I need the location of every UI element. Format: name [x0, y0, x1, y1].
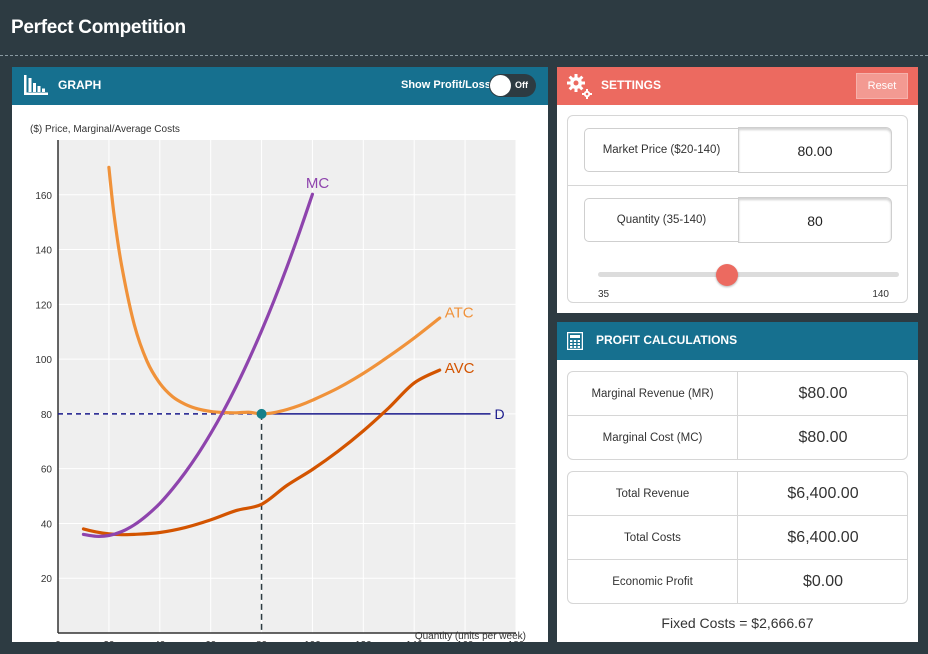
plot-area	[58, 140, 516, 633]
settings-title: SETTINGS	[601, 78, 662, 92]
app-title: Perfect Competition	[11, 17, 186, 38]
chart-svg: 0204060801001201401601802040608010012014…	[30, 124, 526, 651]
profit-loss-toggle-label: Show Profit/Loss	[401, 79, 491, 91]
profit-panel: PROFIT CALCULATIONS Marginal Revenue (MR…	[557, 322, 918, 642]
equilibrium-point	[256, 408, 267, 419]
quantity-slider-handle[interactable]	[716, 264, 738, 286]
y-axis-label: ($) Price, Marginal/Average Costs	[30, 124, 180, 135]
x-tick-label: 60	[205, 640, 217, 642]
x-tick-label: 20	[103, 640, 115, 642]
fixed-costs: Fixed Costs = $2,666.67	[661, 615, 814, 631]
x-tick-label: 120	[355, 640, 372, 642]
economic-profit-value: $0.00	[802, 573, 844, 590]
mr-label: Marginal Revenue (MR)	[568, 372, 738, 416]
mc-row: Marginal Cost (MC) $80.00	[568, 416, 907, 460]
quantity-input[interactable]: 80	[738, 197, 892, 243]
total-revenue-label: Total Revenue	[568, 472, 738, 516]
reset-button[interactable]: Reset	[856, 73, 908, 99]
total-revenue-row: Total Revenue $6,400.00	[568, 472, 907, 516]
total-costs-value: $6,400.00	[787, 529, 859, 546]
profit-loss-toggle[interactable]: Off	[489, 74, 536, 97]
y-tick-label: 120	[35, 300, 52, 311]
quantity-label: Quantity (35-140)	[584, 198, 739, 242]
gears-icon	[565, 71, 595, 106]
y-tick-label: 20	[41, 574, 53, 585]
demand-label: D	[495, 406, 505, 422]
y-tick-label: 60	[41, 465, 53, 476]
atc-label: ATC	[445, 304, 474, 321]
slider-max-label: 140	[872, 289, 889, 300]
mr-value: $80.00	[798, 385, 848, 402]
calculator-icon	[566, 331, 584, 355]
economic-profit-row: Economic Profit $0.00	[568, 560, 907, 604]
total-revenue-value: $6,400.00	[787, 485, 859, 502]
market-price-input[interactable]: 80.00	[738, 127, 892, 173]
profit-header: PROFIT CALCULATIONS	[557, 322, 918, 360]
y-tick-label: 40	[41, 519, 53, 530]
toggle-state: Off	[515, 80, 528, 90]
bar-chart-icon	[23, 73, 49, 102]
cost-curves-chart: 0204060801001201401601802040608010012014…	[12, 105, 548, 651]
graph-panel: GRAPH Show Profit/Loss Off 0 20 40 60 80 100 1…	[12, 67, 548, 651]
settings-form: Market Price ($20-140) 80.00 Quantity (3…	[567, 115, 908, 303]
y-tick-label: 80	[41, 410, 53, 421]
mc-curve	[81, 192, 315, 538]
y-tick-label: 160	[35, 191, 52, 202]
quantity-slider-track[interactable]	[598, 272, 899, 277]
settings-panel: SETTINGS Reset Market Price ($20-140) 80…	[557, 67, 918, 313]
total-costs-label: Total Costs	[568, 516, 738, 560]
x-tick-label: 40	[154, 640, 166, 642]
x-tick-label: 0	[55, 640, 61, 642]
market-price-label: Market Price ($20-140)	[584, 128, 739, 172]
graph-title: GRAPH	[58, 78, 102, 92]
graph-header: GRAPH Show Profit/Loss Off	[12, 67, 548, 105]
atc-curve	[107, 165, 442, 416]
market-price-row: Market Price ($20-140) 80.00	[568, 116, 907, 186]
profit-title: PROFIT CALCULATIONS	[596, 333, 738, 347]
mc-value: $80.00	[798, 429, 848, 446]
slider-min-label: 35	[598, 289, 610, 300]
y-tick-label: 140	[35, 246, 52, 257]
settings-header: SETTINGS Reset	[557, 67, 918, 105]
mc-label: MC	[306, 175, 329, 192]
avc-label: AVC	[445, 360, 475, 377]
totals-table: Total Revenue $6,400.00 Total Costs $6,4…	[567, 471, 908, 604]
marginal-table: Marginal Revenue (MR) $80.00 Marginal Co…	[567, 371, 908, 460]
x-tick-label: 100	[304, 640, 321, 642]
x-tick-label: 80	[256, 640, 268, 642]
total-costs-row: Total Costs $6,400.00	[568, 516, 907, 560]
mc-label: Marginal Cost (MC)	[568, 416, 738, 460]
mr-row: Marginal Revenue (MR) $80.00	[568, 372, 907, 416]
toggle-knob[interactable]	[490, 75, 511, 96]
economic-profit-label: Economic Profit	[568, 560, 738, 604]
x-axis-label: Quantity (units per week)	[415, 631, 526, 642]
quantity-row: Quantity (35-140) 80	[568, 186, 907, 256]
app-titlebar: Perfect Competition	[0, 0, 928, 56]
y-tick-label: 100	[35, 355, 52, 366]
